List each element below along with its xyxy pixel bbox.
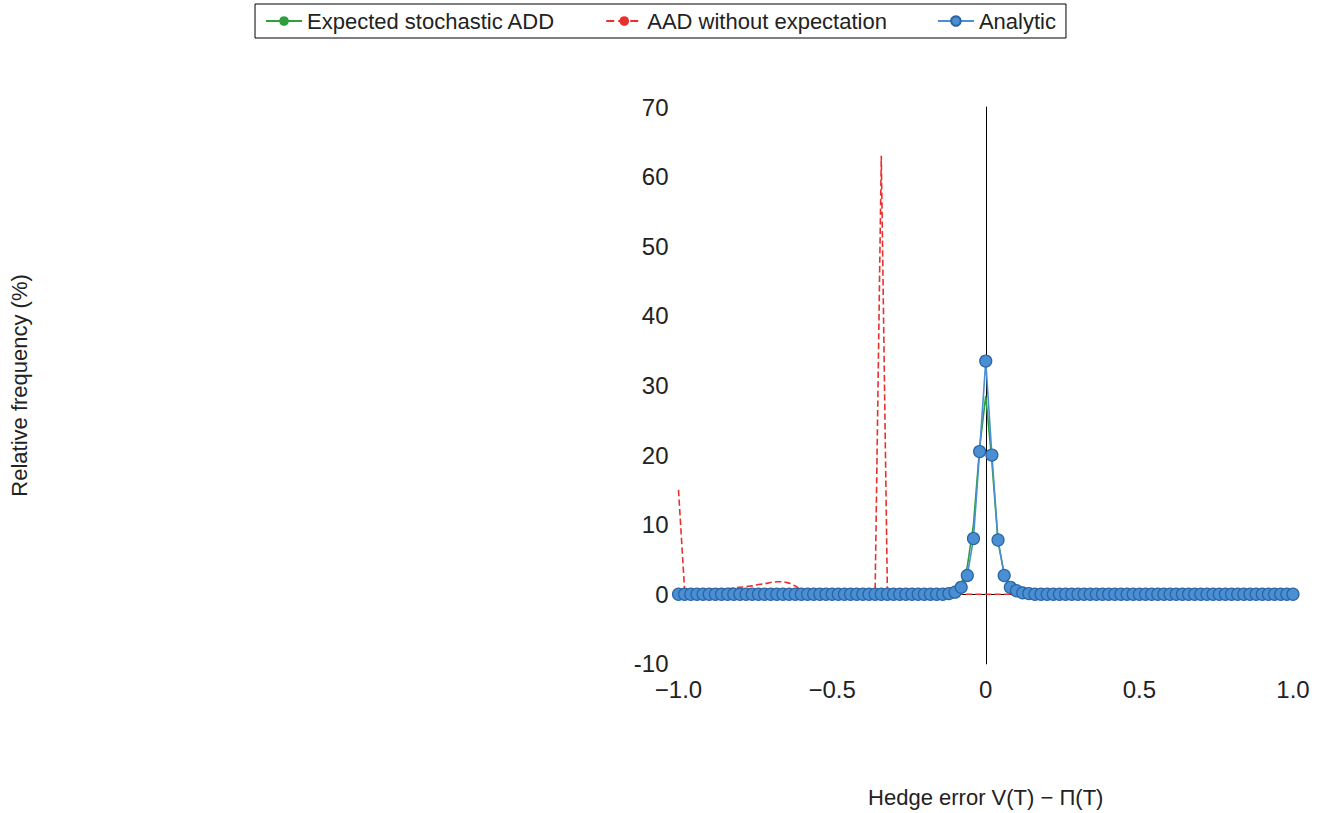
svg-text:-10: -10 <box>634 650 669 677</box>
svg-text:1.0: 1.0 <box>1276 676 1309 703</box>
svg-text:0: 0 <box>979 676 992 703</box>
svg-text:30: 30 <box>642 372 669 399</box>
svg-text:0.5: 0.5 <box>1123 676 1156 703</box>
svg-text:70: 70 <box>642 94 669 121</box>
svg-text:50: 50 <box>642 233 669 260</box>
svg-text:Analytic: Analytic <box>979 9 1056 34</box>
svg-text:−0.5: −0.5 <box>808 676 855 703</box>
svg-text:Hedge error V(T) − Π(T): Hedge error V(T) − Π(T) <box>868 785 1103 810</box>
svg-text:10: 10 <box>642 511 669 538</box>
svg-text:40: 40 <box>642 302 669 329</box>
svg-text:AAD without expectation: AAD without expectation <box>647 9 887 34</box>
svg-text:Expected stochastic ADD: Expected stochastic ADD <box>307 9 554 34</box>
svg-text:Relative frequency (%): Relative frequency (%) <box>7 274 32 497</box>
svg-text:0: 0 <box>655 581 668 608</box>
svg-text:60: 60 <box>642 163 669 190</box>
svg-text:20: 20 <box>642 442 669 469</box>
svg-text:−1.0: −1.0 <box>655 676 702 703</box>
